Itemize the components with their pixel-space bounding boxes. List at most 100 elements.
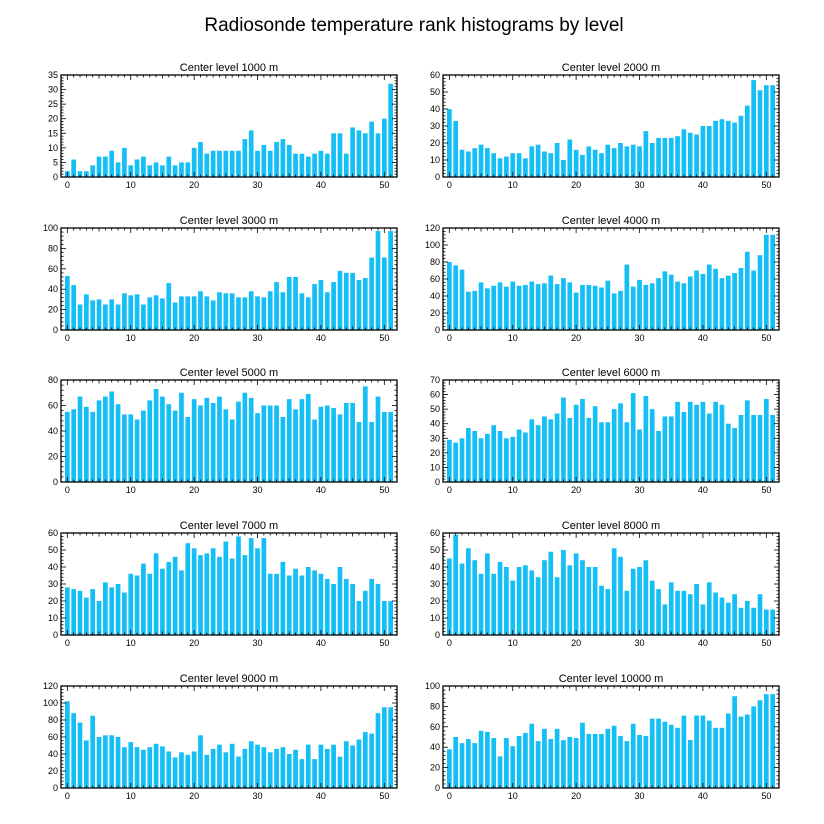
bar [580,154,585,177]
bar [675,401,680,482]
bar [472,290,478,330]
y-tick-label: 100 [43,698,58,708]
bar [305,744,311,788]
y-tick-label: 60 [430,390,440,400]
bar [261,405,267,482]
plot-frame [442,379,780,483]
bar [179,296,184,330]
bar [732,594,737,635]
bar [478,730,484,788]
bar [592,406,598,482]
bar [713,592,718,635]
x-tick-label: 30 [635,333,645,343]
y-tick-label: 80 [48,375,58,385]
x-tick-label: 20 [571,180,581,190]
bar [554,413,560,482]
bar [267,573,273,635]
bar [516,153,522,177]
bar [293,749,298,788]
x-tick-label: 20 [189,485,199,495]
bar [362,590,368,635]
bar [466,291,471,330]
bar [453,442,459,482]
bar [350,745,355,788]
bar [681,590,687,635]
bar [719,727,725,788]
bar [466,428,471,482]
bar [134,294,140,330]
x-tick-label: 30 [635,485,645,495]
bar [84,406,89,482]
plot-frame [442,685,780,789]
y-tick-label: 120 [43,681,58,691]
y-tick-label: 40 [48,426,58,436]
x-tick-label: 20 [189,638,199,648]
plot-frame [60,227,398,331]
y-tick-label: 30 [430,579,440,589]
bar [134,747,140,788]
bar [229,419,235,482]
bar [643,284,649,330]
bar [350,127,355,177]
x-tick-label: 50 [379,180,389,190]
y-tick-label: 50 [430,404,440,414]
bar [567,282,573,330]
bar [122,293,127,330]
bar [725,423,731,482]
bar [331,408,336,482]
bar [71,159,77,177]
bar [312,284,317,330]
x-tick-label: 50 [761,638,771,648]
bar [147,573,153,635]
bar [160,568,165,635]
bar [179,570,184,635]
bar [586,733,592,788]
bar [77,171,83,177]
bar [523,565,528,635]
bar [255,296,260,330]
y-tick-label: 20 [430,308,440,318]
bar [510,580,516,635]
bar [605,280,611,330]
bar [236,756,241,788]
bar [485,731,490,788]
bar [103,735,108,788]
x-tick-label: 50 [379,485,389,495]
bar [248,130,254,177]
bar [96,737,102,788]
bar [466,739,471,788]
bar [605,589,611,635]
bar [637,146,642,177]
bar [90,589,96,635]
bar [586,146,592,177]
bar [763,85,769,177]
bar [580,284,585,330]
x-tick-label: 50 [761,180,771,190]
panel-title: Center level 2000 m [562,62,660,74]
bar [115,404,121,482]
bar [312,153,317,177]
y-tick-label: 20 [48,114,58,124]
bar [293,409,298,482]
bar [516,567,522,635]
bar [706,126,712,177]
bar [548,551,554,635]
bar [706,582,712,635]
bar [706,413,712,482]
bar [453,534,459,635]
bar [64,587,70,635]
bar [185,754,191,788]
bar [381,257,387,330]
bar [459,269,465,330]
bar [280,561,286,635]
bar [261,297,267,330]
bar [96,156,102,177]
bar [472,560,478,635]
bar [738,414,744,482]
bar [497,431,503,482]
bar [337,756,343,788]
bar [694,270,699,330]
plot-frame [60,74,398,178]
y-tick-label: 0 [435,783,440,793]
